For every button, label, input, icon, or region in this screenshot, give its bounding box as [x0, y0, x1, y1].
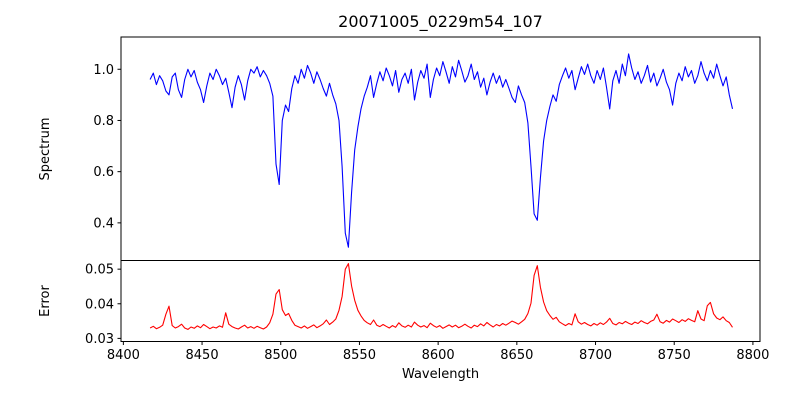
- error-line: [149, 263, 733, 330]
- y-tick-label: 0.8: [93, 114, 114, 129]
- x-tick-label: 8500: [264, 348, 297, 363]
- y-tick-label: 0.4: [93, 216, 114, 231]
- x-axis-label: Wavelength: [401, 367, 480, 382]
- error-axes-frame: [120, 260, 761, 342]
- x-tick-label: 8600: [422, 348, 455, 363]
- x-tick-label: 8400: [107, 348, 140, 363]
- x-tick-label: 8450: [186, 348, 219, 363]
- spectrum-line: [149, 53, 734, 248]
- y-tick-label: 0.05: [85, 263, 114, 278]
- plot-title: 20071005_0229m54_107: [338, 12, 543, 31]
- x-tick-label: 8550: [343, 348, 376, 363]
- x-tick-label: 8700: [579, 348, 612, 363]
- x-tick-label: 8750: [658, 348, 691, 363]
- y-tick-label: 1.0: [93, 63, 114, 78]
- x-tick-label: 8800: [736, 348, 769, 363]
- x-tick-label: 8650: [500, 348, 533, 363]
- y-tick-label: 0.04: [85, 297, 114, 312]
- y-tick-label: 0.03: [85, 332, 114, 347]
- y-tick-label: 0.6: [93, 165, 114, 180]
